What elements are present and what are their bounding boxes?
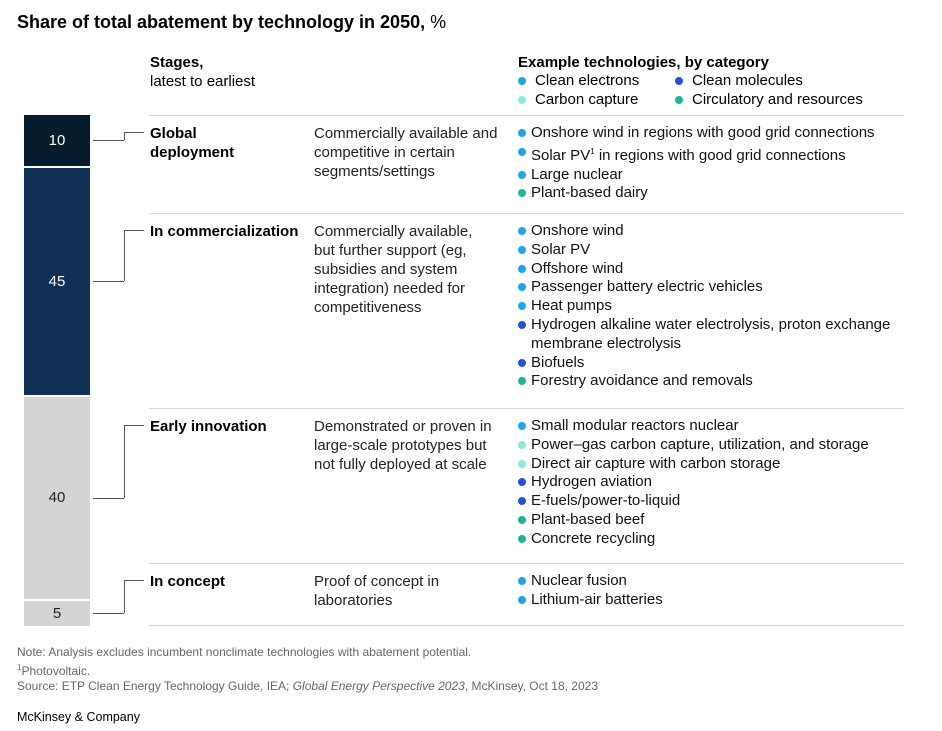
connector-line [124,425,125,498]
category-dot-icon [518,459,526,468]
category-dot-icon [518,264,526,273]
list-item: Large nuclear [518,166,875,185]
stage-description-in-concept: Proof of concept in laboratories [314,573,440,609]
connector-tick [124,230,144,231]
list-item: E-fuels/power-to-liquid [518,492,869,511]
carbon-capture-dot-icon [518,96,526,104]
bar-segment: 5 [24,600,90,626]
footnote-1: 1Photovoltaic. [17,663,91,678]
connector-tick [93,497,124,499]
list-item: Onshore wind [518,222,890,241]
source-text: Source: ETP Clean Energy Technology Guid… [17,679,598,693]
note-text: Note: Analysis excludes incumbent noncli… [17,645,472,659]
connector-tick [93,140,124,142]
category-dot-icon [518,515,526,524]
bar-segment: 10 [24,115,90,166]
stage-description-in-commercialization: Commercially available, but further supp… [314,223,473,316]
list-item: Small modular reactors nuclear [518,417,869,436]
list-item: Plant-based dairy [518,184,875,203]
category-dot-icon [518,478,526,487]
stages-subheader: latest to earliest [150,73,256,90]
stage-description-global-deployment: Commercially available and competitive i… [314,125,498,180]
category-dot-icon [518,189,526,198]
legend-item-carbon-capture: Carbon capture [518,90,638,109]
category-dot-icon [518,320,526,329]
stages-header: Stages, [150,54,204,71]
list-item: Offshore wind [518,260,890,279]
bar-value-label: 40 [48,489,66,507]
connector-line [124,132,125,141]
footnotes: Note: Analysis excludes incumbent noncli… [17,645,598,694]
circulatory-resources-dot-icon [675,96,683,104]
tech-list-in-concept: Nuclear fusion Lithium-air batteries [518,572,663,610]
list-item: Hydrogen alkaline water electrolysis, pr… [518,316,890,354]
title-unit: % [430,12,447,32]
category-dot-icon [518,534,526,543]
category-dot-icon [518,129,526,137]
connector-tick [93,613,124,615]
row-divider [149,563,904,564]
connector-tick [124,132,144,133]
legend-item-circulatory-resources: Circulatory and resources [675,90,863,109]
legend-item-clean-molecules: Clean molecules [675,71,803,90]
legend-item-clean-electrons: Clean electrons [518,71,639,90]
row-divider [149,408,904,409]
category-dot-icon [518,227,526,235]
list-item: Solar PV1 in regions with good grid conn… [518,143,875,166]
list-item: Onshore wind in regions with good grid c… [518,124,875,143]
category-dot-icon [518,497,526,506]
connector-tick [124,580,144,581]
list-item: Heat pumps [518,297,890,316]
list-item: Plant-based beef [518,511,869,530]
bar-segment: 40 [24,396,90,599]
connector-tick [124,425,144,426]
category-dot-icon [518,302,526,311]
list-item: Forestry avoidance and removals [518,372,890,391]
stage-name-in-concept: In concept [150,573,226,590]
list-item: Concrete recycling [518,530,869,549]
category-dot-icon [518,422,526,430]
stage-name-early-innovation: Early innovation [150,418,267,435]
list-item: Solar PV [518,241,890,260]
list-item: Power–gas carbon capture, utilization, a… [518,436,869,455]
category-dot-icon [518,577,526,585]
category-dot-icon [518,358,526,367]
list-item: Direct air capture with carbon storage [518,455,869,474]
category-dot-icon [518,377,526,386]
technologies-header: Example technologies, by category [518,54,769,71]
clean-electrons-dot-icon [518,77,526,85]
category-dot-icon [518,440,526,449]
clean-molecules-dot-icon [675,77,683,85]
list-item: Passenger battery electric vehicles [518,278,890,297]
footnote-marker: 1 [590,146,595,156]
list-item: Hydrogen aviation [518,473,869,492]
stage-description-early-innovation: Demonstrated or proven in large-scale pr… [314,418,492,473]
brand-logo-text: McKinsey & Company [17,710,140,724]
category-dot-icon [518,170,526,179]
bar-value-label: 45 [48,272,66,290]
bar-value-label: 10 [48,131,66,149]
connector-line [124,580,125,614]
bar-value-label: 5 [52,604,62,622]
category-dot-icon [518,147,526,156]
list-item: Biofuels [518,354,890,373]
connector-tick [93,281,124,283]
row-divider [149,213,904,214]
list-item: Lithium-air batteries [518,591,663,610]
chart-title: Share of total abatement by technology i… [17,12,447,32]
row-divider [149,625,904,626]
tech-list-in-commercialization: Onshore wind Solar PV Offshore wind Pass… [518,222,890,391]
bar-segment: 45 [24,167,90,395]
category-dot-icon [518,245,526,254]
row-divider [149,115,904,116]
tech-list-early-innovation: Small modular reactors nuclear Power–gas… [518,417,869,549]
connector-line [124,230,125,282]
legend: Clean electrons Clean molecules Carbon c… [518,71,898,111]
tech-list-global-deployment: Onshore wind in regions with good grid c… [518,124,875,203]
stage-name-in-commercialization: In commercialization [150,223,299,240]
category-dot-icon [518,595,526,604]
list-item: Nuclear fusion [518,572,663,591]
stage-name-global-deployment: Global deployment [150,125,235,161]
category-dot-icon [518,283,526,292]
